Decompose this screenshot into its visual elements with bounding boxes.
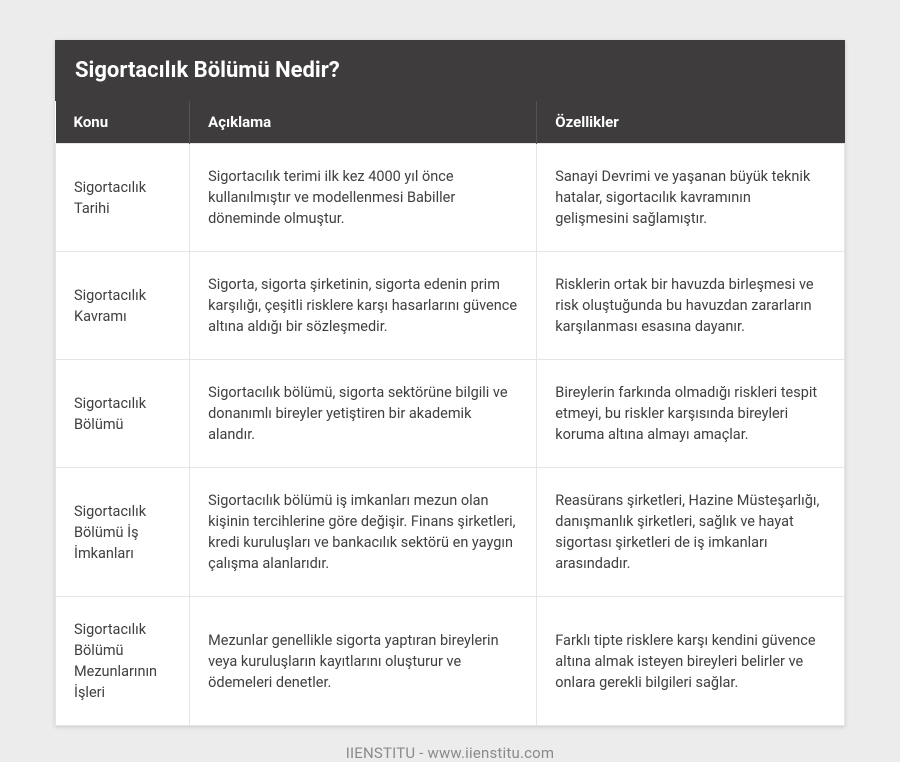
cell-features: Farklı tipte risklere karşı kendini güve… (537, 597, 845, 726)
column-header-topic: Konu (56, 101, 190, 144)
cell-description: Sigortacılık bölümü, sigorta sektörüne b… (190, 360, 537, 468)
table-row: Sigortacılık Tarihi Sigortacılık terimi … (56, 144, 845, 252)
cell-topic: Sigortacılık Bölümü Mezunlarının İşleri (56, 597, 190, 726)
cell-topic: Sigortacılık Bölümü (56, 360, 190, 468)
cell-topic: Sigortacılık Kavramı (56, 252, 190, 360)
footer-attribution: IIENSTITU - www.iienstitu.com (55, 744, 845, 762)
info-card: Sigortacılık Bölümü Nedir? Konu Açıklama… (55, 40, 845, 726)
cell-topic: Sigortacılık Bölümü İş İmkanları (56, 468, 190, 597)
cell-topic: Sigortacılık Tarihi (56, 144, 190, 252)
table-body: Sigortacılık Tarihi Sigortacılık terimi … (56, 144, 845, 726)
column-header-description: Açıklama (190, 101, 537, 144)
page-title: Sigortacılık Bölümü Nedir? (55, 40, 845, 101)
cell-features: Bireylerin farkında olmadığı riskleri te… (537, 360, 845, 468)
cell-description: Mezunlar genellikle sigorta yaptıran bir… (190, 597, 537, 726)
table-row: Sigortacılık Bölümü Mezunlarının İşleri … (56, 597, 845, 726)
table-row: Sigortacılık Bölümü İş İmkanları Sigorta… (56, 468, 845, 597)
table-header-row: Konu Açıklama Özellikler (56, 101, 845, 144)
cell-description: Sigorta, sigorta şirketinin, sigorta ede… (190, 252, 537, 360)
cell-features: Sanayi Devrimi ve yaşanan büyük teknik h… (537, 144, 845, 252)
content-table: Konu Açıklama Özellikler Sigortacılık Ta… (55, 101, 845, 726)
cell-description: Sigortacılık bölümü iş imkanları mezun o… (190, 468, 537, 597)
table-row: Sigortacılık Bölümü Sigortacılık bölümü,… (56, 360, 845, 468)
cell-features: Reasürans şirketleri, Hazine Müsteşarlığ… (537, 468, 845, 597)
column-header-features: Özellikler (537, 101, 845, 144)
cell-features: Risklerin ortak bir havuzda birleşmesi v… (537, 252, 845, 360)
table-row: Sigortacılık Kavramı Sigorta, sigorta şi… (56, 252, 845, 360)
cell-description: Sigortacılık terimi ilk kez 4000 yıl önc… (190, 144, 537, 252)
